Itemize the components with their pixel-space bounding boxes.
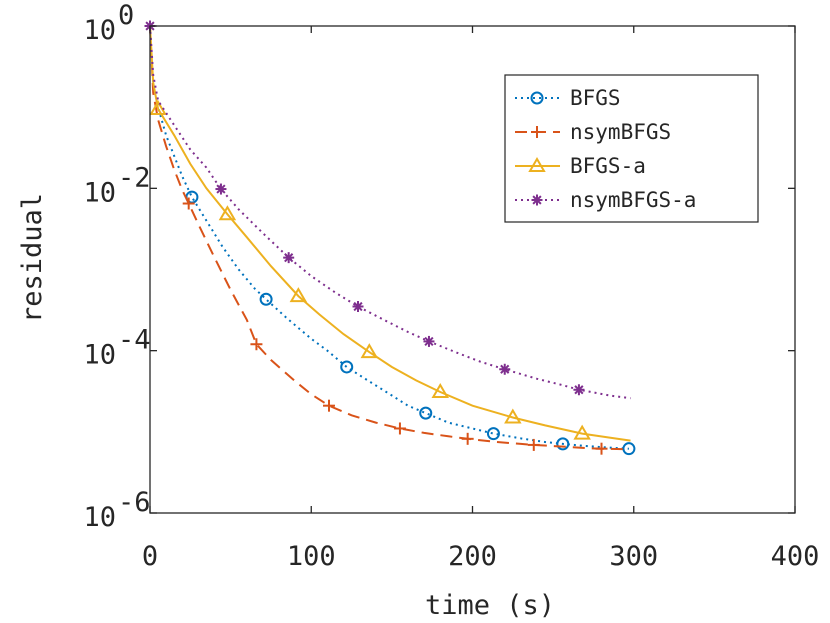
data-point-bfgs: [340, 360, 354, 374]
data-point-nsymbfgs: [393, 422, 406, 435]
data-point-bfgs-a-shape: [504, 408, 522, 424]
series-line-nsymbfgs: [149, 25, 629, 451]
data-point-bfgs-shape: [419, 406, 433, 420]
data-point-nsymbfgs: [182, 197, 195, 210]
y-tick-label: 10: [83, 340, 116, 371]
y-axis-label: residual: [17, 193, 48, 323]
data-point-nsymbfgs-a: [283, 252, 295, 264]
x-tick-label: 200: [448, 541, 497, 572]
data-point-bfgs-a: [218, 205, 237, 221]
x-tick-label: 400: [771, 541, 820, 572]
data-point-bfgs: [259, 292, 273, 306]
legend-label-bfgs: BFGS: [570, 86, 621, 110]
data-point-nsymbfgs: [595, 442, 608, 455]
x-tick-label: 300: [609, 541, 658, 572]
y-tick-label: 10: [83, 15, 116, 46]
series-line-bfgs-a: [149, 25, 631, 442]
legend-label-nsymbfgs: nsymBFGS: [570, 120, 671, 144]
series-line-bfgs: [149, 25, 629, 450]
data-point-bfgs-a: [573, 424, 591, 440]
data-point-nsymbfgs: [322, 399, 335, 412]
data-point-bfgs-shape: [259, 292, 273, 306]
data-point-bfgs-a: [360, 343, 379, 359]
legend-marker-nsymbfgs-a-ray: [532, 195, 542, 205]
legend-marker-bfgs-a-shape: [528, 157, 546, 172]
data-point-bfgs-shape: [340, 360, 354, 374]
data-point-nsymbfgs-a-ray: [424, 336, 434, 347]
data-point-nsymbfgs: [250, 338, 263, 351]
data-point-bfgs-a-shape: [218, 205, 237, 221]
data-point-bfgs-shape: [556, 437, 570, 451]
x-tick-label: 0: [142, 541, 158, 572]
data-point-bfgs-shape: [486, 427, 500, 441]
data-point-nsymbfgs-a-ray: [500, 364, 510, 374]
data-point-bfgs-a-shape: [149, 99, 167, 115]
data-point-nsymbfgs-a: [215, 183, 227, 195]
y-tick-label: 10: [83, 502, 116, 533]
legend: BFGS nsymBFGS BFGS-a nsymBFGS-a: [504, 74, 759, 223]
data-point-bfgs-a-shape: [431, 382, 449, 398]
data-point-nsymbfgs-a-ray: [284, 253, 294, 263]
data-point-nsymbfgs-a: [423, 335, 435, 347]
legend-marker-bfgs-shape: [530, 91, 544, 105]
data-point-bfgs: [622, 442, 636, 456]
data-point-nsymbfgs-a-ray: [574, 385, 584, 395]
y-tick-label-exponent: 0: [118, 0, 134, 31]
data-point-bfgs-a: [504, 408, 522, 424]
legend-box: [504, 74, 759, 223]
legend-label-bfgs-a: BFGS-a: [570, 154, 646, 178]
legend-marker-bfgs: [530, 91, 544, 105]
data-point-nsymbfgs-a: [573, 384, 585, 396]
data-point-nsymbfgs-a: [352, 301, 364, 313]
y-tick-label-exponent: -2: [118, 162, 151, 193]
data-point-bfgs: [486, 427, 500, 441]
data-point-bfgs-a: [289, 287, 308, 303]
y-tick-label-exponent: -6: [118, 487, 151, 518]
data-point-bfgs-a-shape: [360, 343, 379, 359]
legend-marker-nsymbfgs-a: [531, 194, 543, 206]
data-point-bfgs-a: [431, 382, 449, 398]
data-point-bfgs: [419, 406, 433, 420]
x-tick-label: 100: [287, 541, 336, 572]
data-point-nsymbfgs-a: [499, 363, 511, 375]
legend-marker-nsymbfgs: [531, 126, 543, 138]
data-point-nsymbfgs: [527, 438, 540, 451]
data-point-bfgs-shape: [622, 442, 636, 456]
legend-marker-bfgs-a: [528, 157, 546, 172]
data-point-nsymbfgs-a-ray: [353, 301, 363, 312]
y-tick-label: 10: [83, 177, 116, 208]
data-point-bfgs: [556, 437, 570, 451]
data-point-nsymbfgs: [461, 432, 474, 445]
data-point-bfgs-a: [149, 99, 167, 115]
data-point-bfgs-a-shape: [573, 424, 591, 440]
y-tick-label-exponent: -4: [118, 325, 151, 356]
legend-label-nsymbfgs-a: nsymBFGS-a: [570, 188, 696, 212]
data-point-nsymbfgs-a-ray: [216, 184, 226, 194]
data-point-bfgs-a-shape: [289, 287, 308, 303]
x-axis-label: time (s): [425, 590, 555, 621]
